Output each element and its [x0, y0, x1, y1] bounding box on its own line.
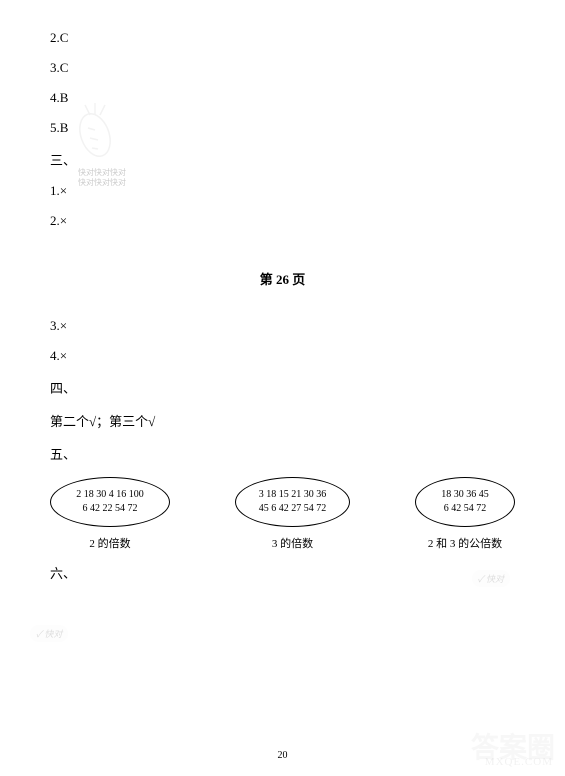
kuaidui-badge-right: ✓ 快对 [472, 570, 510, 587]
answer-check: 第二个√；第三个√ [50, 411, 515, 430]
oval-3-caption: 2 和 3 的公倍数 [428, 535, 502, 551]
oval-group-3: 18 30 36 45 6 42 54 72 2 和 3 的公倍数 [415, 477, 515, 551]
answer-4x: 4.× [50, 348, 515, 364]
answer-3c: 3.C [50, 60, 515, 76]
oval-3-line2: 6 42 54 72 [444, 502, 487, 516]
oval-2-caption: 3 的倍数 [272, 535, 313, 551]
oval-group-1: 2 18 30 4 16 100 6 42 22 54 72 2 的倍数 [50, 477, 170, 551]
ovals-container: 2 18 30 4 16 100 6 42 22 54 72 2 的倍数 3 1… [50, 477, 515, 551]
answer-2x: 2.× [50, 213, 515, 229]
answer-3x: 3.× [50, 318, 515, 334]
watermark-text: 快对快对快对 快对快对快对 [78, 168, 126, 187]
oval-3-line1: 18 30 36 45 [441, 488, 489, 502]
page-header: 第 26 页 [50, 269, 515, 288]
section-five: 五、 [50, 444, 515, 463]
answer-2c: 2.C [50, 30, 515, 46]
answers-mid-section: 3.× 4.× 四、 第二个√；第三个√ 五、 [50, 318, 515, 463]
oval-multiples-3: 3 18 15 21 30 36 45 6 42 27 54 72 [235, 477, 350, 527]
oval-common-multiples: 18 30 36 45 6 42 54 72 [415, 477, 515, 527]
section-six: 六、 [50, 563, 515, 582]
page-number: 20 [278, 750, 288, 761]
footer-url: MXQE.COM [485, 756, 553, 768]
oval-2-line1: 3 18 15 21 30 36 [259, 488, 327, 502]
oval-1-line2: 6 42 22 54 72 [83, 502, 138, 516]
oval-multiples-2: 2 18 30 4 16 100 6 42 22 54 72 [50, 477, 170, 527]
section-four: 四、 [50, 378, 515, 397]
kuaidui-badge-left: ✓ 快对 [30, 625, 68, 642]
oval-1-line1: 2 18 30 4 16 100 [76, 488, 144, 502]
oval-1-caption: 2 的倍数 [89, 535, 130, 551]
oval-group-2: 3 18 15 21 30 36 45 6 42 27 54 72 3 的倍数 [235, 477, 350, 551]
oval-2-line2: 45 6 42 27 54 72 [259, 502, 327, 516]
carrot-icon [70, 100, 120, 165]
